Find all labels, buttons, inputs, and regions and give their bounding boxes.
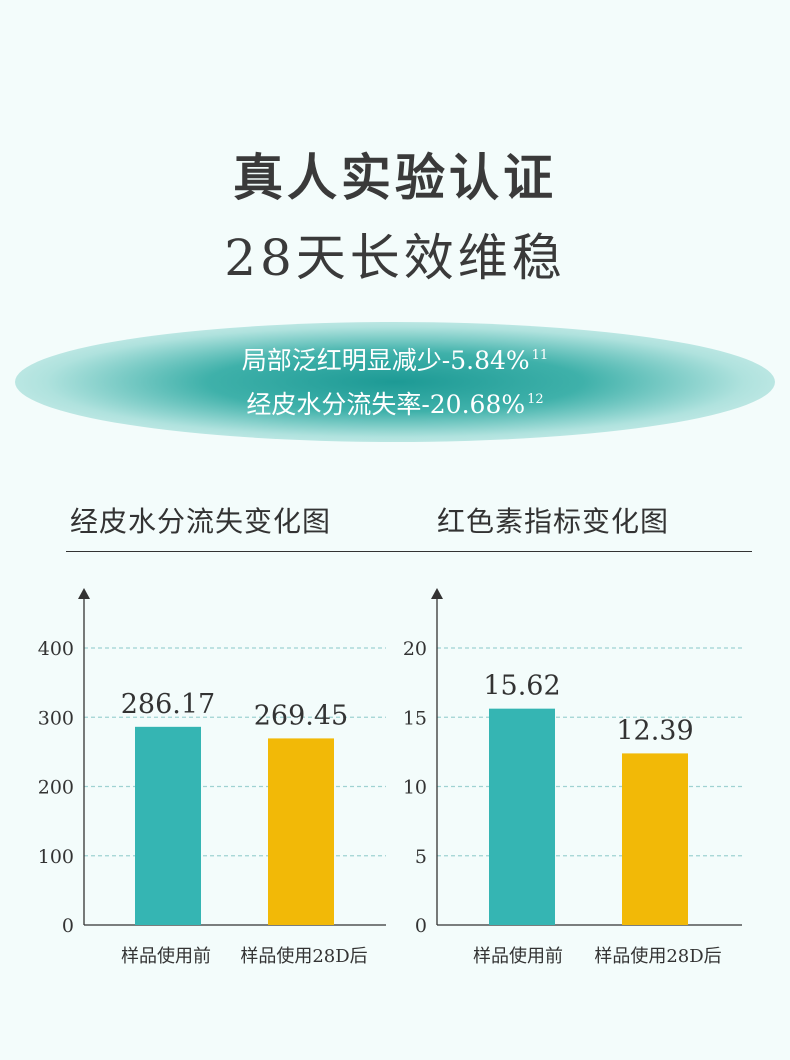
claim-redness: 局部泛红明显减少-5.84% 11 bbox=[0, 341, 790, 377]
y-tick-label: 15 bbox=[403, 707, 427, 729]
bar-before bbox=[135, 726, 201, 925]
x-category-label: 样品使用前 bbox=[121, 946, 211, 967]
y-tick-label: 20 bbox=[403, 638, 427, 660]
x-category-label: 样品使用前 bbox=[473, 946, 563, 967]
bar-before bbox=[489, 708, 555, 925]
y-tick-label: 400 bbox=[38, 638, 74, 660]
y-axis-arrow-icon bbox=[78, 588, 90, 599]
y-tick-label: 0 bbox=[62, 915, 74, 937]
claim-tewl-text: 经皮水分流失率-20.68% bbox=[246, 390, 526, 419]
y-tick-label: 100 bbox=[38, 846, 74, 868]
claim-redness-ref: 11 bbox=[531, 348, 549, 363]
x-category-label: 样品使用28D后 bbox=[594, 946, 721, 967]
y-tick-label: 10 bbox=[403, 777, 427, 799]
claim-tewl-ref: 12 bbox=[527, 392, 544, 407]
bar-value-label: 269.45 bbox=[254, 700, 348, 731]
bar-after bbox=[622, 753, 688, 925]
chart-title-redness: 红色素指标变化图 bbox=[437, 505, 670, 538]
y-tick-label: 300 bbox=[38, 707, 74, 729]
bar-value-label: 15.62 bbox=[483, 671, 560, 702]
bar-value-label: 286.17 bbox=[121, 689, 215, 720]
section-divider bbox=[66, 551, 752, 552]
bar-after bbox=[268, 738, 334, 925]
claims-highlight-glow bbox=[15, 322, 775, 442]
page-subtitle: 28天长效维稳 bbox=[224, 229, 566, 287]
y-axis-arrow-icon bbox=[431, 588, 443, 599]
x-category-label: 样品使用28D后 bbox=[240, 946, 367, 967]
y-tick-label: 5 bbox=[415, 846, 427, 868]
y-tick-label: 200 bbox=[38, 777, 74, 799]
bar-value-label: 12.39 bbox=[616, 715, 693, 746]
chart-title-tewl: 经皮水分流失变化图 bbox=[70, 505, 332, 538]
claim-tewl: 经皮水分流失率-20.68% 12 bbox=[0, 385, 790, 421]
y-tick-label: 0 bbox=[415, 915, 427, 937]
page-title: 真人实验认证 bbox=[233, 148, 557, 207]
claim-redness-text: 局部泛红明显减少-5.84% bbox=[241, 346, 530, 375]
